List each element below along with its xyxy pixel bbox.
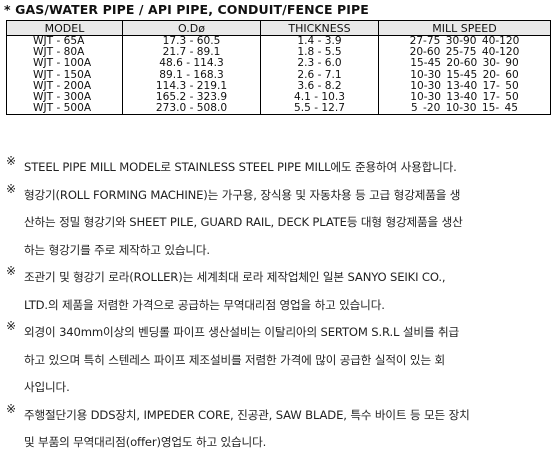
mill-speed-cell: 20-60 25-75 40-120 [378,46,551,59]
note-roll-forming: ※ 형강기(ROLL FORMING MACHINE)는 가구용, 장식용 및 … [6,182,552,265]
note-line: 산하는 정밀 형강기와 SHEET PILE, GUARD RAIL, DECK… [24,215,463,229]
column-header-od: O.Dø [122,20,261,36]
mill-speed-cell: 10-30 13-40 17- 50 [378,80,551,93]
table-row: WJT - 200A 114.3 - 219.1 3.6 - 8.2 10-30… [6,80,551,93]
reference-mark-icon: ※ [6,181,17,196]
note-line: 주행절단기용 DDS장치, IMPEDER CORE, 진공관, SAW BLA… [24,407,470,422]
notes-list: ※ STEEL PIPE MILL MODEL로 STAINLESS STEEL… [6,154,552,457]
mill-speed-cell: 15-45 20-60 30- 90 [378,58,551,70]
note-line: 하고 있으며 특히 스텐레스 파이프 제조설비를 저렴한 가격에 많이 공급한 … [24,352,446,367]
note-line: 하는 형강기를 주로 제작하고 있습니다. [24,242,210,257]
reference-mark-icon: ※ [6,264,17,278]
note-line: 사입니다. [24,380,70,394]
table-row: WJT - 65A 17.3 - 60.5 1.4 - 3.9 27-75 30… [6,35,551,48]
table-header-row: MODEL O.Dø THICKNESS MILL SPEED [6,20,551,36]
note-line: 및 부품의 무역대리점(offer)영업도 하고 있습니다. [24,435,267,449]
thickness-cell: 5.5 - 12.7 [260,103,379,116]
table-row: WJT - 300A 165.2 - 323.9 4.1 - 10.3 10-3… [6,91,551,104]
page-title: * GAS/WATER PIPE / API PIPE, CONDUIT/FEN… [4,2,369,17]
pipe-mill-spec-table: MODEL O.Dø THICKNESS MILL SPEED WJT - 65… [6,20,551,116]
note-line: 형강기(ROLL FORMING MACHINE)는 가구용, 장식용 및 자동… [24,187,461,202]
note-text: 조관기 및 형강기 로라(ROLLER)는 세계최대 로라 제작업체인 일본 S… [24,264,446,319]
mill-speed-cell: 10-30 15-45 20- 60 [378,69,551,81]
note-bending-sertom: ※ 외경이 340mm이상의 벤딩롤 파이프 생산설비는 이탈리아의 SERTO… [6,319,552,402]
note-line: LTD.의 제품을 저렴한 가격으로 공급하는 무역대리점 영업을 하고 있습니… [24,297,385,312]
note-line: 외경이 340mm이상의 벤딩롤 파이프 생산설비는 이탈리아의 SERTOM … [24,325,460,339]
note-text: STEEL PIPE MILL MODEL로 STAINLESS STEEL P… [24,154,457,182]
od-cell: 48.6 - 114.3 [122,58,261,70]
model-cell: WJT - 500A [6,103,123,116]
note-line: STEEL PIPE MILL MODEL로 STAINLESS STEEL P… [24,160,457,174]
mill-speed-cell: 5 -20 10-30 15- 45 [378,103,551,116]
table-row: WJT - 150A 89.1 - 168.3 2.6 - 7.1 10-30 … [6,69,551,81]
note-text: 외경이 340mm이상의 벤딩롤 파이프 생산설비는 이탈리아의 SERTOM … [24,319,459,402]
note-text: 주행절단기용 DDS장치, IMPEDER CORE, 진공관, SAW BLA… [24,402,470,457]
mill-speed-cell: 10-30 13-40 17- 50 [378,91,551,104]
column-header-mill-speed: MILL SPEED [378,20,551,36]
table-row: WJT - 80A 21.7 - 89.1 1.8 - 5.5 20-60 25… [6,46,551,59]
note-text: 형강기(ROLL FORMING MACHINE)는 가구용, 장식용 및 자동… [24,182,463,265]
note-stainless-compat: ※ STEEL PIPE MILL MODEL로 STAINLESS STEEL… [6,154,552,182]
note-line: 조관기 및 형강기 로라(ROLLER)는 세계최대 로라 제작업체인 일본 S… [24,270,446,284]
mill-speed-cell: 27-75 30-90 40-120 [378,35,551,48]
od-cell: 273.0 - 508.0 [122,103,261,116]
reference-mark-icon: ※ [6,319,17,333]
model-cell: WJT - 100A [6,58,123,70]
column-header-model: MODEL [6,20,123,36]
column-header-thickness: THICKNESS [260,20,379,36]
table-row: WJT - 100A 48.6 - 114.3 2.3 - 6.0 15-45 … [6,58,551,70]
thickness-cell: 2.3 - 6.0 [260,58,379,70]
reference-mark-icon: ※ [6,154,17,168]
reference-mark-icon: ※ [6,401,17,416]
table-row: WJT - 500A 273.0 - 508.0 5.5 - 12.7 5 -2… [6,103,551,116]
note-dds-parts: ※ 주행절단기용 DDS장치, IMPEDER CORE, 진공관, SAW B… [6,402,552,457]
note-roller-sanyo: ※ 조관기 및 형강기 로라(ROLLER)는 세계최대 로라 제작업체인 일본… [6,264,552,319]
